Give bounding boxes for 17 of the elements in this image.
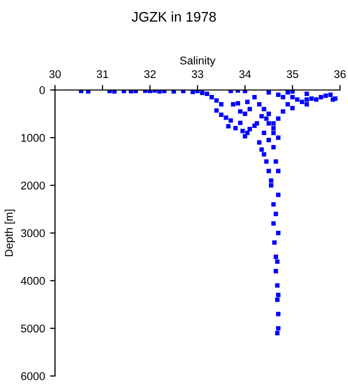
x-tick-label: 35	[286, 70, 298, 78]
y-tick-label: 6000	[21, 372, 45, 380]
y-tick-label: 2000	[21, 182, 45, 190]
y-tick-label: 1000	[21, 134, 45, 142]
x-tick-label: 30	[49, 70, 61, 78]
y-tick-label: 4000	[20, 276, 45, 285]
x-tick-label: 34	[239, 70, 251, 78]
chart-title: JGZK in 1978	[132, 12, 216, 22]
x-tick-label: 31	[96, 70, 108, 78]
x-tick-label: 36	[334, 70, 346, 78]
x-axis-title: Salinity	[180, 56, 216, 67]
y-axis-title: Depth [m]	[4, 210, 16, 256]
y-tick-label: 0	[40, 86, 45, 94]
x-tick-label: 32	[144, 70, 156, 78]
y-tick-label: 5000	[21, 324, 45, 332]
x-tick-label: 33	[192, 70, 204, 78]
y-tick-label: 3000	[20, 229, 45, 238]
